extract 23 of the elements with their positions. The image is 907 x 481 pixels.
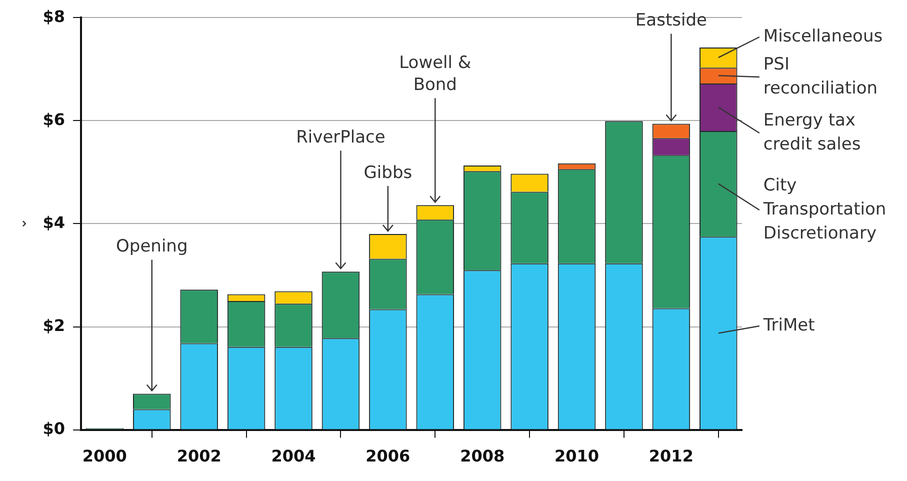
x-tick-label: 2010 xyxy=(554,446,600,466)
annotation: Eastside xyxy=(635,10,707,31)
y-tick-label: $2 xyxy=(42,316,66,335)
x-tick-label: 2002 xyxy=(176,446,222,466)
x-tick-label: 2012 xyxy=(648,446,694,466)
series-label: Miscellaneous xyxy=(763,26,883,46)
x-tick-label: 2000 xyxy=(82,446,127,466)
y-tick-label: $6 xyxy=(42,110,66,129)
x-tick-label: 2006 xyxy=(366,446,410,466)
x-tick-label: 2004 xyxy=(271,446,316,466)
annotation: Gibbs xyxy=(364,162,412,183)
series-label: TriMet xyxy=(762,315,816,336)
annotation: RiverPlace xyxy=(296,128,386,148)
series-label: City Transportation Discretionary xyxy=(762,175,886,244)
series-label: Energy tax credit sales xyxy=(763,110,861,154)
x-tick-label: 2008 xyxy=(460,446,505,466)
annotation: Lowell & Bond xyxy=(399,53,472,96)
series-label: PSI reconciliation xyxy=(763,54,878,98)
y-tick-label: $4 xyxy=(42,212,66,232)
y-axis-title: ⌄ xyxy=(14,218,30,230)
annotation: Opening xyxy=(116,236,188,257)
y-tick-label: $0 xyxy=(42,418,66,438)
y-tick-label: $8 xyxy=(42,6,66,26)
